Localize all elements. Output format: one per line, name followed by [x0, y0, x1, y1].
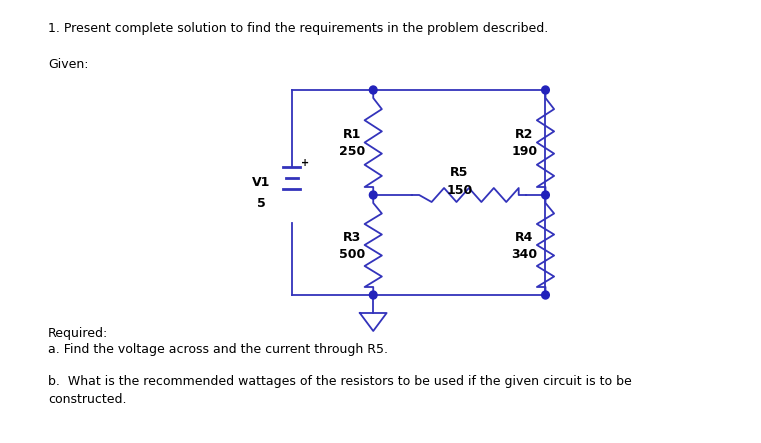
- Text: +: +: [301, 158, 309, 168]
- Text: R4: R4: [515, 230, 533, 244]
- Text: b.  What is the recommended wattages of the resistors to be used if the given ci: b. What is the recommended wattages of t…: [48, 375, 632, 388]
- Text: R1: R1: [343, 128, 361, 141]
- Circle shape: [369, 191, 377, 199]
- Circle shape: [542, 291, 549, 299]
- Text: 1. Present complete solution to find the requirements in the problem described.: 1. Present complete solution to find the…: [48, 22, 548, 35]
- Text: V1: V1: [252, 176, 270, 190]
- Text: 190: 190: [511, 145, 537, 158]
- Text: R3: R3: [343, 230, 361, 244]
- Text: constructed.: constructed.: [48, 393, 126, 406]
- Text: 500: 500: [339, 248, 365, 260]
- Circle shape: [542, 86, 549, 94]
- Text: R2: R2: [515, 128, 533, 141]
- Text: 250: 250: [339, 145, 365, 158]
- Circle shape: [369, 291, 377, 299]
- Text: Required:: Required:: [48, 327, 108, 340]
- Text: 5: 5: [257, 197, 266, 210]
- Text: a. Find the voltage across and the current through R5.: a. Find the voltage across and the curre…: [48, 343, 388, 356]
- Circle shape: [369, 86, 377, 94]
- Text: Given:: Given:: [48, 58, 88, 71]
- Text: 150: 150: [446, 183, 473, 197]
- Circle shape: [542, 191, 549, 199]
- Text: 340: 340: [511, 248, 537, 260]
- Text: R5: R5: [451, 167, 469, 179]
